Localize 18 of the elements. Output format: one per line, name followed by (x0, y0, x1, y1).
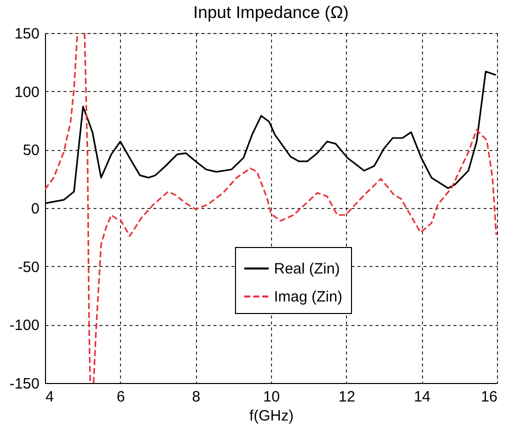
x-tick-label: 6 (116, 388, 126, 406)
x-tick-label: 8 (192, 388, 200, 406)
x-tick-label: 4 (46, 388, 54, 406)
legend-label: Real (Zin) (274, 260, 340, 278)
y-tick-label: -50 (18, 258, 40, 276)
y-tick-label: 0 (31, 200, 40, 218)
y-tick-label: 50 (22, 142, 40, 160)
x-tick-label: 12 (338, 388, 356, 406)
y-tick-label: 100 (14, 84, 40, 101)
chart-title: Input Impedance (Ω) (193, 3, 349, 22)
x-axis-title: f(GHz) (249, 408, 294, 424)
x-tick-label: 10 (263, 388, 280, 406)
x-tick-label: 16 (480, 388, 498, 406)
x-tick-label: 14 (414, 388, 431, 406)
y-tick-label: 150 (14, 26, 40, 42)
y-tick-label: -100 (9, 317, 40, 334)
y-tick-label: -150 (9, 376, 40, 392)
legend-label: Imag (Zin) (274, 288, 342, 306)
